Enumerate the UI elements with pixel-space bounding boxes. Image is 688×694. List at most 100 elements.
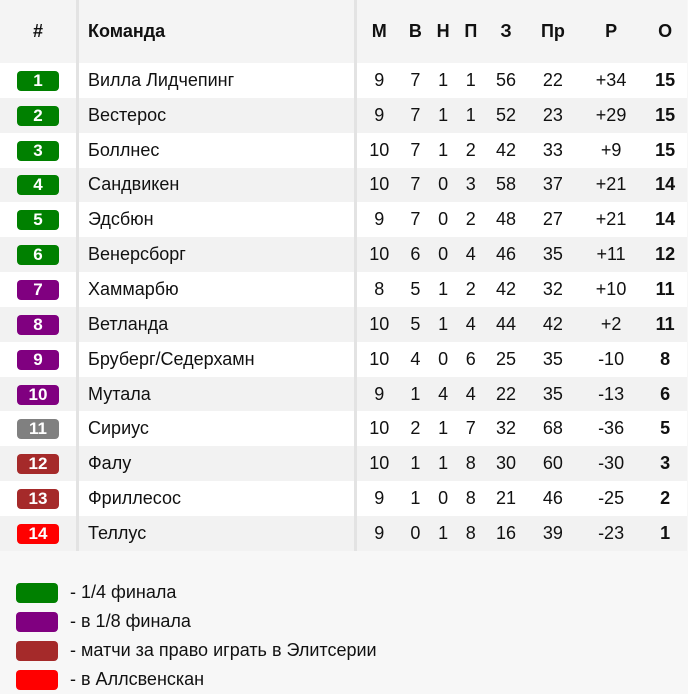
stat-cell: 1 <box>429 97 457 133</box>
stat-cell: -13 <box>578 376 644 412</box>
stat-cell: 9 <box>355 97 402 133</box>
position-badge: 9 <box>17 349 59 370</box>
stat-cell: 0 <box>429 237 457 273</box>
stat-cell: 7 <box>401 63 430 98</box>
stat-cell: 6 <box>643 376 687 412</box>
team-name[interactable]: Боллнес <box>77 132 357 168</box>
header-col: В <box>401 0 430 63</box>
team-name[interactable]: Вилла Лидчепинг <box>77 63 357 98</box>
pos-cell: 1 <box>0 63 79 98</box>
pos-cell: 8 <box>0 306 79 342</box>
stat-cell: 22 <box>527 63 579 98</box>
pos-cell: 6 <box>0 237 79 273</box>
stat-cell: 48 <box>484 202 528 238</box>
team-name[interactable]: Венерсборг <box>77 237 357 273</box>
stat-cell: 2 <box>456 202 485 238</box>
stat-cell: 4 <box>456 376 485 412</box>
team-name[interactable]: Мутала <box>77 376 357 412</box>
team-name[interactable]: Теллус <box>77 515 357 551</box>
header-row: # Команда М В Н П З Пр Р О <box>0 0 687 63</box>
team-name[interactable]: Фалу <box>77 446 357 482</box>
team-name[interactable]: Сандвикен <box>77 167 357 203</box>
stat-cell: 44 <box>484 306 528 342</box>
stat-cell: 15 <box>643 63 687 98</box>
stat-cell: 58 <box>484 167 528 203</box>
stat-cell: 2 <box>456 132 485 168</box>
stat-cell: 2 <box>456 272 485 307</box>
stat-cell: +21 <box>578 202 644 238</box>
stat-cell: 4 <box>456 237 485 273</box>
header-col: О <box>643 0 687 63</box>
team-name[interactable]: Хаммарбю <box>77 272 357 307</box>
position-badge: 10 <box>17 384 59 405</box>
legend-swatch <box>16 640 58 661</box>
stat-cell: 8 <box>643 341 687 377</box>
stat-cell: 52 <box>484 97 528 133</box>
team-name[interactable]: Ветланда <box>77 306 357 342</box>
stat-cell: 1 <box>429 63 457 98</box>
position-badge: 5 <box>17 210 59 231</box>
stat-cell: +11 <box>578 237 644 273</box>
position-badge: 4 <box>17 175 59 196</box>
stat-cell: 60 <box>527 446 579 482</box>
stat-cell: 12 <box>643 237 687 273</box>
table-row: 1 Вилла Лидчепинг 9 7 1 1 56 22 +34 15 <box>0 63 687 98</box>
stat-cell: 11 <box>643 272 687 307</box>
stat-cell: +29 <box>578 97 644 133</box>
stat-cell: 11 <box>643 306 687 342</box>
stat-cell: 10 <box>355 446 402 482</box>
stat-cell: 5 <box>401 272 430 307</box>
legend: - 1/4 финала - в 1/8 финала - матчи за пра… <box>16 578 377 694</box>
table-row: 10 Мутала 9 1 4 4 22 35 -13 6 <box>0 376 687 412</box>
team-name[interactable]: Вестерос <box>77 97 357 133</box>
header-col: П <box>456 0 485 63</box>
stat-cell: 10 <box>355 237 402 273</box>
stat-cell: 16 <box>484 515 528 551</box>
stat-cell: 46 <box>484 237 528 273</box>
stat-cell: 0 <box>429 202 457 238</box>
stat-cell: 8 <box>456 481 485 516</box>
team-name[interactable]: Фриллесос <box>77 481 357 516</box>
stat-cell: 33 <box>527 132 579 168</box>
stat-cell: 2 <box>643 481 687 516</box>
header-pos: # <box>0 0 79 63</box>
stat-cell: +10 <box>578 272 644 307</box>
stat-cell: 35 <box>527 376 579 412</box>
header-col: М <box>355 0 402 63</box>
table-row: 3 Боллнес 10 7 1 2 42 33 +9 15 <box>0 132 687 168</box>
pos-cell: 4 <box>0 167 79 203</box>
stat-cell: 10 <box>355 411 402 447</box>
stat-cell: 32 <box>527 272 579 307</box>
stat-cell: 46 <box>527 481 579 516</box>
stat-cell: 5 <box>643 411 687 447</box>
stat-cell: +9 <box>578 132 644 168</box>
team-name[interactable]: Сириус <box>77 411 357 447</box>
stat-cell: 10 <box>355 306 402 342</box>
stat-cell: -25 <box>578 481 644 516</box>
pos-cell: 12 <box>0 446 79 482</box>
stat-cell: 3 <box>643 446 687 482</box>
table-row: 11 Сириус 10 2 1 7 32 68 -36 5 <box>0 411 687 447</box>
stat-cell: 1 <box>456 63 485 98</box>
stat-cell: 22 <box>484 376 528 412</box>
table-row: 2 Вестерос 9 7 1 1 52 23 +29 15 <box>0 97 687 133</box>
position-badge: 13 <box>17 489 59 510</box>
stat-cell: 42 <box>484 272 528 307</box>
stat-cell: 68 <box>527 411 579 447</box>
stat-cell: 10 <box>355 341 402 377</box>
pos-cell: 14 <box>0 515 79 551</box>
stat-cell: 14 <box>643 167 687 203</box>
position-badge: 2 <box>17 105 59 126</box>
stat-cell: 15 <box>643 97 687 133</box>
header-col: Р <box>578 0 644 63</box>
stat-cell: -10 <box>578 341 644 377</box>
stat-cell: 1 <box>401 376 430 412</box>
stat-cell: 7 <box>401 167 430 203</box>
stat-cell: 9 <box>355 63 402 98</box>
team-name[interactable]: Бруберг/Седерхамн <box>77 341 357 377</box>
team-name[interactable]: Эдсбюн <box>77 202 357 238</box>
table-row: 14 Теллус 9 0 1 8 16 39 -23 1 <box>0 515 687 551</box>
position-badge: 6 <box>17 245 59 266</box>
stat-cell: -23 <box>578 515 644 551</box>
stat-cell: 9 <box>355 481 402 516</box>
